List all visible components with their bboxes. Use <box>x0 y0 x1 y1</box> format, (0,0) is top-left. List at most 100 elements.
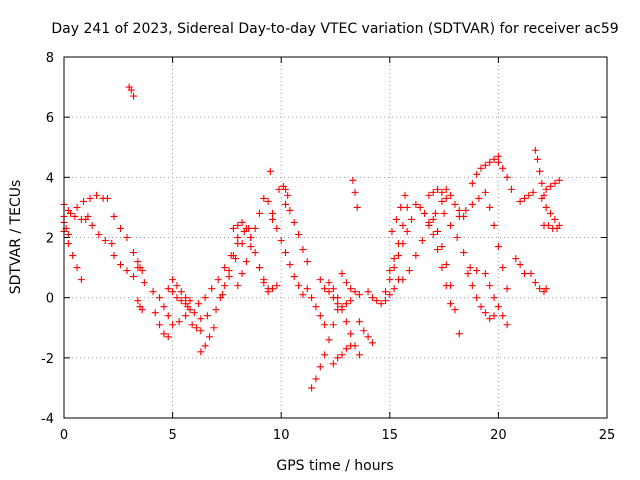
data-point <box>494 303 502 311</box>
data-point <box>140 279 148 287</box>
data-point <box>434 246 442 254</box>
series-s27 <box>275 182 292 199</box>
data-point <box>527 270 535 278</box>
data-point <box>481 161 489 169</box>
data-point <box>533 155 541 163</box>
data-point <box>342 345 350 353</box>
data-point <box>373 297 381 305</box>
data-point <box>486 282 494 290</box>
data-point <box>234 221 242 229</box>
series-s12 <box>151 309 172 341</box>
data-point <box>342 300 350 308</box>
data-point <box>188 321 196 329</box>
series-s57 <box>538 194 563 229</box>
data-point <box>93 191 101 199</box>
data-point <box>442 185 450 193</box>
data-point <box>481 270 489 278</box>
data-point <box>429 188 437 196</box>
data-point <box>69 252 77 260</box>
data-point <box>360 327 368 335</box>
x-axis-label: GPS time / hours <box>276 458 393 474</box>
data-point <box>210 324 218 332</box>
data-point <box>151 309 159 317</box>
data-point <box>164 333 172 341</box>
data-point <box>312 303 320 311</box>
data-point <box>197 315 205 323</box>
data-point <box>255 264 263 272</box>
data-point <box>468 200 476 208</box>
data-point <box>364 333 372 341</box>
data-point <box>290 273 298 281</box>
data-point <box>101 237 109 245</box>
data-point <box>503 285 511 293</box>
series-s41 <box>399 197 446 284</box>
data-point <box>127 86 135 94</box>
data-point <box>175 318 183 326</box>
series-s36 <box>355 318 376 347</box>
series-s09 <box>134 258 148 287</box>
data-point <box>455 212 463 220</box>
series-s20 <box>216 234 242 302</box>
data-point <box>169 288 177 296</box>
series-s05 <box>82 215 116 248</box>
data-point <box>316 276 324 284</box>
data-point <box>429 230 437 238</box>
data-point <box>338 306 346 314</box>
data-point <box>316 363 324 371</box>
data-point <box>160 330 168 338</box>
y-axis-label: SDTVAR / TECUs <box>8 180 24 295</box>
data-point <box>555 176 563 184</box>
data-point <box>116 224 124 232</box>
data-point <box>251 249 259 257</box>
data-point <box>130 92 138 100</box>
data-point <box>201 294 209 302</box>
data-point <box>475 194 483 202</box>
series-s29 <box>303 285 329 329</box>
series-s58 <box>540 221 561 232</box>
data-point <box>403 203 411 211</box>
data-point <box>542 185 550 193</box>
data-point <box>64 240 72 248</box>
data-point <box>494 158 502 166</box>
data-point <box>351 288 359 296</box>
data-point <box>238 240 246 248</box>
data-point <box>321 351 329 359</box>
data-point <box>390 255 398 263</box>
series-s34 <box>338 270 363 299</box>
data-point <box>442 261 450 269</box>
data-point <box>412 252 420 260</box>
data-point <box>173 282 181 290</box>
data-point <box>64 206 72 214</box>
data-point <box>308 294 316 302</box>
data-point <box>275 185 283 193</box>
data-point <box>214 276 222 284</box>
data-point <box>71 212 79 220</box>
data-point <box>431 209 439 217</box>
data-point <box>460 249 468 257</box>
data-point <box>421 209 429 217</box>
data-point <box>282 249 290 257</box>
series-s02 <box>60 191 111 220</box>
data-point <box>538 194 546 202</box>
x-tick-label: 5 <box>168 428 176 443</box>
data-point <box>95 230 103 238</box>
data-point <box>282 185 290 193</box>
data-marks <box>60 83 563 392</box>
data-point <box>507 185 515 193</box>
data-point <box>247 234 255 241</box>
series-s11 <box>149 288 194 329</box>
data-point <box>234 282 242 290</box>
data-point <box>453 234 461 241</box>
data-point <box>164 285 172 293</box>
data-point <box>494 152 502 160</box>
series-s46 <box>442 185 468 220</box>
data-point <box>347 342 355 350</box>
data-point <box>520 194 528 202</box>
data-point <box>229 224 237 232</box>
data-point <box>416 203 424 211</box>
data-point <box>462 206 470 214</box>
data-point <box>438 243 446 251</box>
data-point <box>455 330 463 338</box>
data-point <box>203 312 211 320</box>
data-point <box>156 321 164 329</box>
